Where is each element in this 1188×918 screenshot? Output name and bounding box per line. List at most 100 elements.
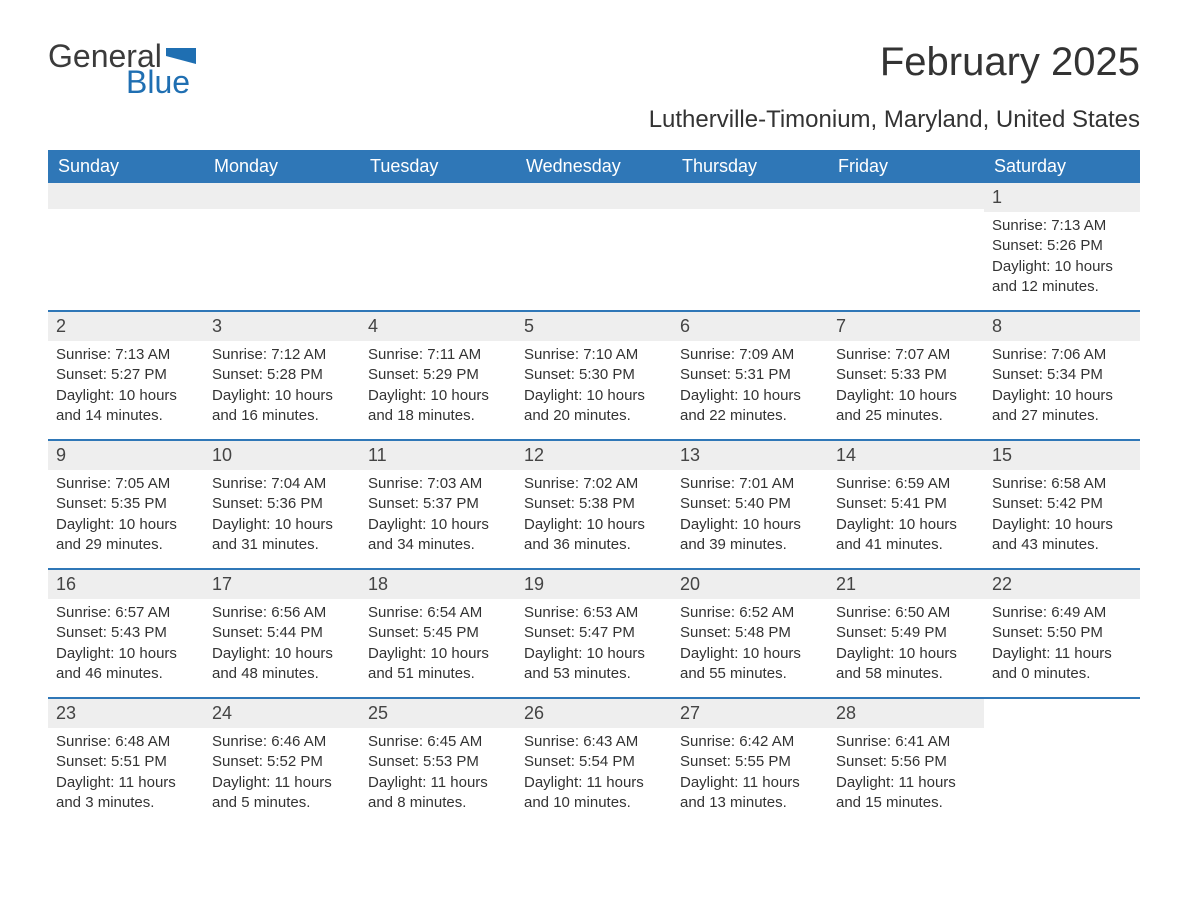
- daylight-text: Daylight: 10 hours and 55 minutes.: [680, 644, 820, 685]
- weekday-header: Wednesday: [516, 150, 672, 183]
- daylight-text: Daylight: 10 hours and 41 minutes.: [836, 515, 976, 556]
- day-number: 16: [48, 570, 204, 599]
- day-number: 20: [672, 570, 828, 599]
- daylight-text: Daylight: 11 hours and 8 minutes.: [368, 773, 508, 814]
- daylight-text: Daylight: 11 hours and 0 minutes.: [992, 644, 1132, 685]
- day-details: Sunrise: 6:59 AMSunset: 5:41 PMDaylight:…: [828, 470, 984, 563]
- day-number: 24: [204, 699, 360, 728]
- sunrise-text: Sunrise: 7:07 AM: [836, 345, 976, 365]
- sunset-text: Sunset: 5:44 PM: [212, 623, 352, 643]
- sunset-text: Sunset: 5:31 PM: [680, 365, 820, 385]
- day-number: 9: [48, 441, 204, 470]
- daylight-text: Daylight: 10 hours and 46 minutes.: [56, 644, 196, 685]
- day-number: 15: [984, 441, 1140, 470]
- calendar-cell: 19Sunrise: 6:53 AMSunset: 5:47 PMDayligh…: [516, 570, 672, 698]
- sunrise-text: Sunrise: 6:59 AM: [836, 474, 976, 494]
- daylight-text: Daylight: 10 hours and 16 minutes.: [212, 386, 352, 427]
- calendar-cell: [48, 183, 204, 311]
- weekday-header: Saturday: [984, 150, 1140, 183]
- day-details: Sunrise: 6:53 AMSunset: 5:47 PMDaylight:…: [516, 599, 672, 692]
- calendar-cell: [984, 699, 1140, 827]
- sunrise-text: Sunrise: 6:49 AM: [992, 603, 1132, 623]
- day-details: Sunrise: 7:13 AMSunset: 5:26 PMDaylight:…: [984, 212, 1140, 305]
- sunset-text: Sunset: 5:41 PM: [836, 494, 976, 514]
- calendar-cell: [828, 183, 984, 311]
- day-details: Sunrise: 6:48 AMSunset: 5:51 PMDaylight:…: [48, 728, 204, 821]
- day-number: 21: [828, 570, 984, 599]
- sunset-text: Sunset: 5:43 PM: [56, 623, 196, 643]
- day-details: Sunrise: 6:49 AMSunset: 5:50 PMDaylight:…: [984, 599, 1140, 692]
- calendar-cell: [672, 183, 828, 311]
- daylight-text: Daylight: 10 hours and 58 minutes.: [836, 644, 976, 685]
- calendar-cell: 20Sunrise: 6:52 AMSunset: 5:48 PMDayligh…: [672, 570, 828, 698]
- sunrise-text: Sunrise: 6:45 AM: [368, 732, 508, 752]
- day-details: Sunrise: 6:58 AMSunset: 5:42 PMDaylight:…: [984, 470, 1140, 563]
- calendar-cell: 15Sunrise: 6:58 AMSunset: 5:42 PMDayligh…: [984, 441, 1140, 569]
- day-details: Sunrise: 7:02 AMSunset: 5:38 PMDaylight:…: [516, 470, 672, 563]
- day-number: 12: [516, 441, 672, 470]
- day-number: 27: [672, 699, 828, 728]
- sunrise-text: Sunrise: 6:53 AM: [524, 603, 664, 623]
- calendar-cell: 6Sunrise: 7:09 AMSunset: 5:31 PMDaylight…: [672, 312, 828, 440]
- daylight-text: Daylight: 10 hours and 31 minutes.: [212, 515, 352, 556]
- sunset-text: Sunset: 5:36 PM: [212, 494, 352, 514]
- day-details: Sunrise: 7:01 AMSunset: 5:40 PMDaylight:…: [672, 470, 828, 563]
- day-number: 25: [360, 699, 516, 728]
- daylight-text: Daylight: 10 hours and 51 minutes.: [368, 644, 508, 685]
- calendar-cell: [204, 183, 360, 311]
- daylight-text: Daylight: 11 hours and 3 minutes.: [56, 773, 196, 814]
- calendar-week-row: 23Sunrise: 6:48 AMSunset: 5:51 PMDayligh…: [48, 699, 1140, 827]
- calendar-cell: 27Sunrise: 6:42 AMSunset: 5:55 PMDayligh…: [672, 699, 828, 827]
- sunrise-text: Sunrise: 7:13 AM: [992, 216, 1132, 236]
- sunset-text: Sunset: 5:53 PM: [368, 752, 508, 772]
- calendar-cell: 17Sunrise: 6:56 AMSunset: 5:44 PMDayligh…: [204, 570, 360, 698]
- day-number: 11: [360, 441, 516, 470]
- day-details: Sunrise: 6:57 AMSunset: 5:43 PMDaylight:…: [48, 599, 204, 692]
- weekday-header-row: Sunday Monday Tuesday Wednesday Thursday…: [48, 150, 1140, 183]
- sunset-text: Sunset: 5:49 PM: [836, 623, 976, 643]
- day-details: Sunrise: 7:12 AMSunset: 5:28 PMDaylight:…: [204, 341, 360, 434]
- daylight-text: Daylight: 10 hours and 48 minutes.: [212, 644, 352, 685]
- calendar-cell: 2Sunrise: 7:13 AMSunset: 5:27 PMDaylight…: [48, 312, 204, 440]
- location-text: Lutherville-Timonium, Maryland, United S…: [48, 106, 1140, 134]
- sunset-text: Sunset: 5:34 PM: [992, 365, 1132, 385]
- day-number: 22: [984, 570, 1140, 599]
- daylight-text: Daylight: 10 hours and 39 minutes.: [680, 515, 820, 556]
- daylight-text: Daylight: 10 hours and 18 minutes.: [368, 386, 508, 427]
- day-details: Sunrise: 7:07 AMSunset: 5:33 PMDaylight:…: [828, 341, 984, 434]
- calendar-table: Sunday Monday Tuesday Wednesday Thursday…: [48, 150, 1140, 827]
- sunset-text: Sunset: 5:48 PM: [680, 623, 820, 643]
- sunrise-text: Sunrise: 7:04 AM: [212, 474, 352, 494]
- calendar-cell: 7Sunrise: 7:07 AMSunset: 5:33 PMDaylight…: [828, 312, 984, 440]
- day-details: Sunrise: 7:10 AMSunset: 5:30 PMDaylight:…: [516, 341, 672, 434]
- daylight-text: Daylight: 11 hours and 5 minutes.: [212, 773, 352, 814]
- day-details: Sunrise: 7:05 AMSunset: 5:35 PMDaylight:…: [48, 470, 204, 563]
- daylight-text: Daylight: 10 hours and 29 minutes.: [56, 515, 196, 556]
- sunset-text: Sunset: 5:33 PM: [836, 365, 976, 385]
- calendar-cell: 13Sunrise: 7:01 AMSunset: 5:40 PMDayligh…: [672, 441, 828, 569]
- day-number: 14: [828, 441, 984, 470]
- day-number: 23: [48, 699, 204, 728]
- day-number: 4: [360, 312, 516, 341]
- day-details: Sunrise: 6:41 AMSunset: 5:56 PMDaylight:…: [828, 728, 984, 821]
- empty-day-bar: [516, 183, 672, 209]
- sunset-text: Sunset: 5:28 PM: [212, 365, 352, 385]
- day-number: 1: [984, 183, 1140, 212]
- weekday-header: Thursday: [672, 150, 828, 183]
- sunrise-text: Sunrise: 6:50 AM: [836, 603, 976, 623]
- sunrise-text: Sunrise: 7:05 AM: [56, 474, 196, 494]
- sunrise-text: Sunrise: 6:46 AM: [212, 732, 352, 752]
- daylight-text: Daylight: 10 hours and 20 minutes.: [524, 386, 664, 427]
- daylight-text: Daylight: 11 hours and 10 minutes.: [524, 773, 664, 814]
- day-details: Sunrise: 7:03 AMSunset: 5:37 PMDaylight:…: [360, 470, 516, 563]
- day-details: Sunrise: 7:11 AMSunset: 5:29 PMDaylight:…: [360, 341, 516, 434]
- sunset-text: Sunset: 5:37 PM: [368, 494, 508, 514]
- sunset-text: Sunset: 5:38 PM: [524, 494, 664, 514]
- daylight-text: Daylight: 10 hours and 53 minutes.: [524, 644, 664, 685]
- day-details: Sunrise: 6:45 AMSunset: 5:53 PMDaylight:…: [360, 728, 516, 821]
- weekday-header: Tuesday: [360, 150, 516, 183]
- day-number: 18: [360, 570, 516, 599]
- calendar-cell: 8Sunrise: 7:06 AMSunset: 5:34 PMDaylight…: [984, 312, 1140, 440]
- weekday-header: Friday: [828, 150, 984, 183]
- calendar-cell: 16Sunrise: 6:57 AMSunset: 5:43 PMDayligh…: [48, 570, 204, 698]
